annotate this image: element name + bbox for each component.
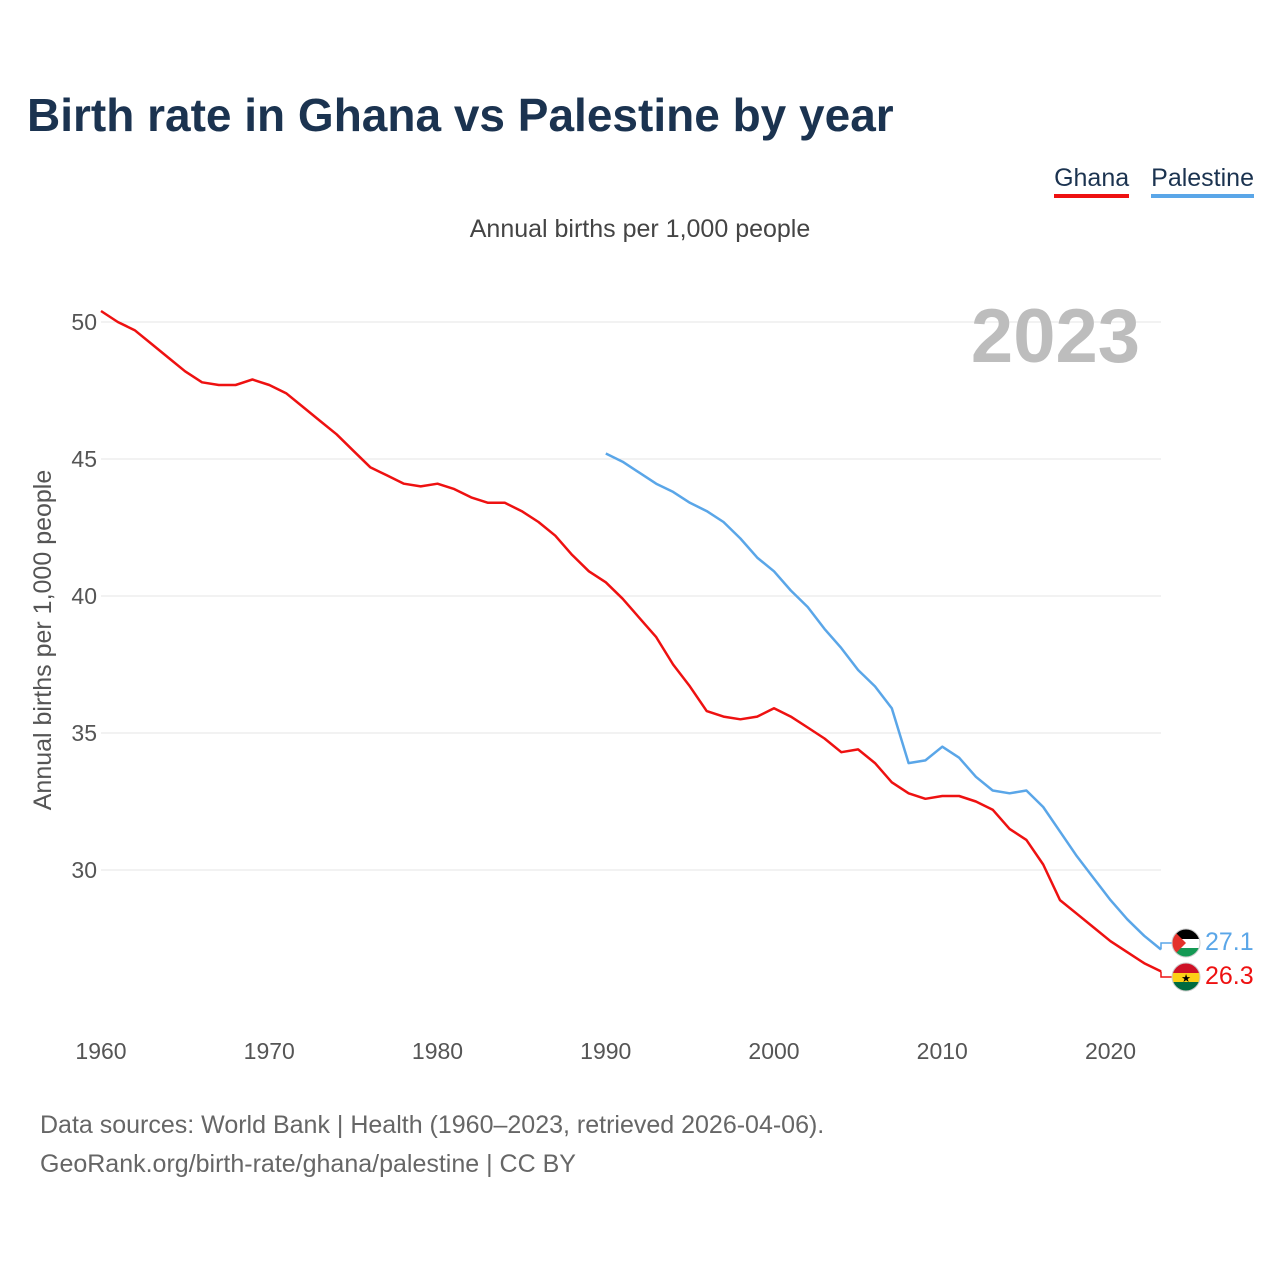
footer: Data sources: World Bank | Health (1960–… <box>40 1106 824 1184</box>
end-value-ghana: 26.3 <box>1205 962 1254 990</box>
x-tick-label: 1980 <box>412 1038 463 1064</box>
x-tick-label: 2020 <box>1085 1038 1136 1064</box>
x-tick-label: 2010 <box>917 1038 968 1064</box>
chart-title: Birth rate in Ghana vs Palestine by year <box>27 89 894 141</box>
y-tick-label: 45 <box>71 446 97 472</box>
legend-item-ghana[interactable]: Ghana <box>1054 164 1130 198</box>
legend-item-palestine[interactable]: Palestine <box>1151 164 1254 198</box>
palestine-flag-icon <box>1171 928 1201 958</box>
y-tick-label: 30 <box>71 857 97 883</box>
series-line-ghana[interactable] <box>100 309 1162 973</box>
ghana-flag-icon: ★ <box>1171 962 1201 992</box>
y-axis-label: Annual births per 1,000 people <box>29 470 57 811</box>
y-tick-label: 35 <box>71 720 97 746</box>
x-tick-label: 2000 <box>748 1038 799 1064</box>
series-line-palestine[interactable] <box>605 452 1162 951</box>
x-tick-label: 1960 <box>75 1038 126 1064</box>
legend: Ghana Palestine <box>1054 164 1254 198</box>
end-connector-ghana <box>1160 971 1172 978</box>
y-tick-label: 40 <box>71 583 97 609</box>
y-tick-label: 50 <box>71 309 97 335</box>
year-watermark: 2023 <box>971 294 1140 379</box>
end-connector-palestine <box>1160 942 1172 950</box>
chart-subtitle: Annual births per 1,000 people <box>469 215 811 243</box>
x-tick-label: 1970 <box>244 1038 295 1064</box>
x-tick-label: 1990 <box>580 1038 631 1064</box>
footer-url[interactable]: GeoRank.org/birth-rate/ghana/palestine |… <box>40 1150 576 1178</box>
svg-text:★: ★ <box>1181 972 1191 985</box>
footer-source: Data sources: World Bank | Health (1960–… <box>40 1111 825 1139</box>
end-value-palestine: 27.1 <box>1205 928 1254 956</box>
